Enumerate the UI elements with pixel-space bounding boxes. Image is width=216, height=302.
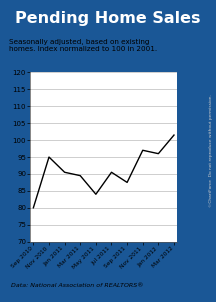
Text: Pending Home Sales: Pending Home Sales <box>15 11 201 26</box>
Text: Seasonally adjusted, based on existing
homes. Index normalized to 100 in 2001.: Seasonally adjusted, based on existing h… <box>9 39 157 52</box>
Text: ©ChartForce  Do not reproduce without permission.: ©ChartForce Do not reproduce without per… <box>209 95 213 207</box>
Text: Data: National Association of REALTORS®: Data: National Association of REALTORS® <box>11 283 143 288</box>
